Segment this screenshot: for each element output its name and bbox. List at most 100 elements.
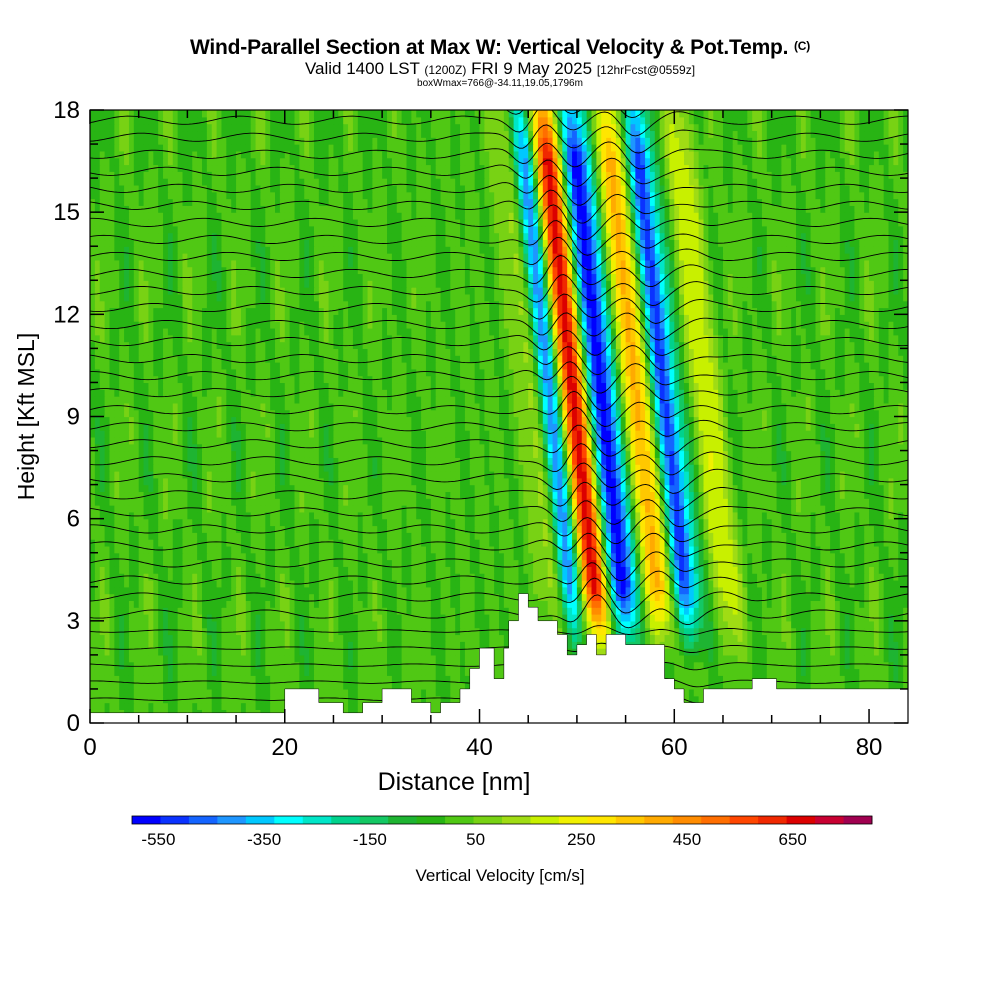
w-cell — [124, 539, 130, 547]
w-cell — [148, 702, 154, 710]
w-cell — [425, 682, 432, 690]
w-cell — [766, 607, 773, 615]
w-cell — [221, 654, 227, 663]
w-cell — [99, 641, 106, 649]
w-cell — [810, 641, 817, 649]
w-cell — [94, 566, 101, 574]
w-cell — [869, 579, 875, 588]
w-cell — [425, 661, 432, 670]
w-cell — [873, 668, 880, 676]
w-cell — [240, 518, 247, 527]
w-cell — [844, 552, 851, 561]
w-cell — [338, 641, 344, 649]
w-cell — [328, 627, 335, 636]
w-cell — [172, 559, 179, 567]
w-cell — [684, 532, 690, 540]
w-cell — [596, 607, 602, 615]
w-cell — [343, 620, 349, 629]
w-cell — [430, 586, 437, 595]
w-cell — [766, 648, 773, 656]
w-cell — [810, 586, 817, 595]
w-cell — [869, 552, 875, 561]
w-cell — [391, 532, 398, 540]
w-cell — [328, 600, 335, 608]
w-cell — [294, 593, 300, 601]
w-cell — [333, 559, 339, 567]
w-cell — [167, 620, 174, 629]
w-cell — [576, 566, 583, 574]
w-cell — [192, 675, 198, 683]
w-cell — [776, 614, 783, 622]
w-cell — [537, 579, 544, 588]
w-cell — [177, 702, 184, 710]
w-cell — [883, 586, 890, 595]
w-cell — [494, 641, 500, 649]
w-cell — [348, 634, 354, 642]
w-cell — [245, 586, 252, 595]
w-cell — [90, 579, 96, 588]
w-cell — [294, 641, 300, 649]
w-cell — [250, 688, 257, 697]
w-cell — [635, 614, 641, 622]
w-cell — [250, 668, 257, 676]
w-cell — [820, 573, 826, 581]
w-cell — [805, 668, 812, 676]
w-cell — [581, 559, 588, 567]
w-cell — [747, 545, 753, 554]
w-cell — [455, 661, 461, 670]
w-cell — [377, 620, 383, 629]
w-cell — [333, 518, 339, 527]
w-cell — [635, 525, 641, 533]
w-cell — [163, 641, 169, 649]
w-cell — [542, 545, 549, 554]
w-cell — [732, 579, 739, 588]
w-cell — [124, 648, 130, 656]
w-cell — [275, 627, 281, 636]
w-cell — [469, 620, 476, 629]
w-cell — [839, 682, 846, 690]
w-cell — [197, 573, 203, 581]
w-cell — [172, 688, 179, 697]
w-cell — [708, 539, 714, 547]
w-cell — [460, 593, 466, 601]
w-cell — [830, 593, 836, 601]
w-cell — [192, 641, 198, 649]
w-cell — [776, 552, 783, 561]
w-cell — [732, 648, 739, 656]
w-cell — [869, 675, 875, 683]
w-cell — [255, 566, 262, 574]
w-cell — [796, 620, 802, 629]
w-cell — [888, 566, 894, 574]
w-cell — [601, 620, 607, 629]
w-cell — [591, 600, 597, 608]
w-cell — [99, 593, 106, 601]
w-cell — [645, 614, 651, 622]
w-cell — [260, 579, 266, 588]
w-cell — [304, 654, 310, 663]
w-cell — [90, 688, 96, 697]
w-cell — [270, 586, 276, 595]
w-cell — [791, 559, 797, 567]
w-cell — [820, 579, 826, 588]
w-cell — [284, 566, 291, 574]
w-cell — [640, 579, 646, 588]
w-cell — [528, 532, 534, 540]
w-cell — [425, 552, 432, 561]
w-cell — [586, 614, 593, 622]
w-cell — [94, 525, 101, 533]
w-cell — [737, 566, 744, 574]
w-cell — [143, 579, 150, 588]
w-cell — [834, 586, 841, 595]
w-cell — [357, 566, 364, 574]
w-cell — [844, 620, 851, 629]
w-cell — [148, 634, 154, 642]
w-cell — [343, 545, 349, 554]
w-cell — [610, 607, 617, 615]
w-cell — [367, 593, 374, 601]
w-cell — [343, 702, 349, 710]
w-cell — [732, 525, 739, 533]
w-cell — [328, 695, 335, 704]
w-cell — [299, 586, 305, 595]
w-cell — [377, 668, 383, 676]
w-cell — [649, 539, 656, 547]
